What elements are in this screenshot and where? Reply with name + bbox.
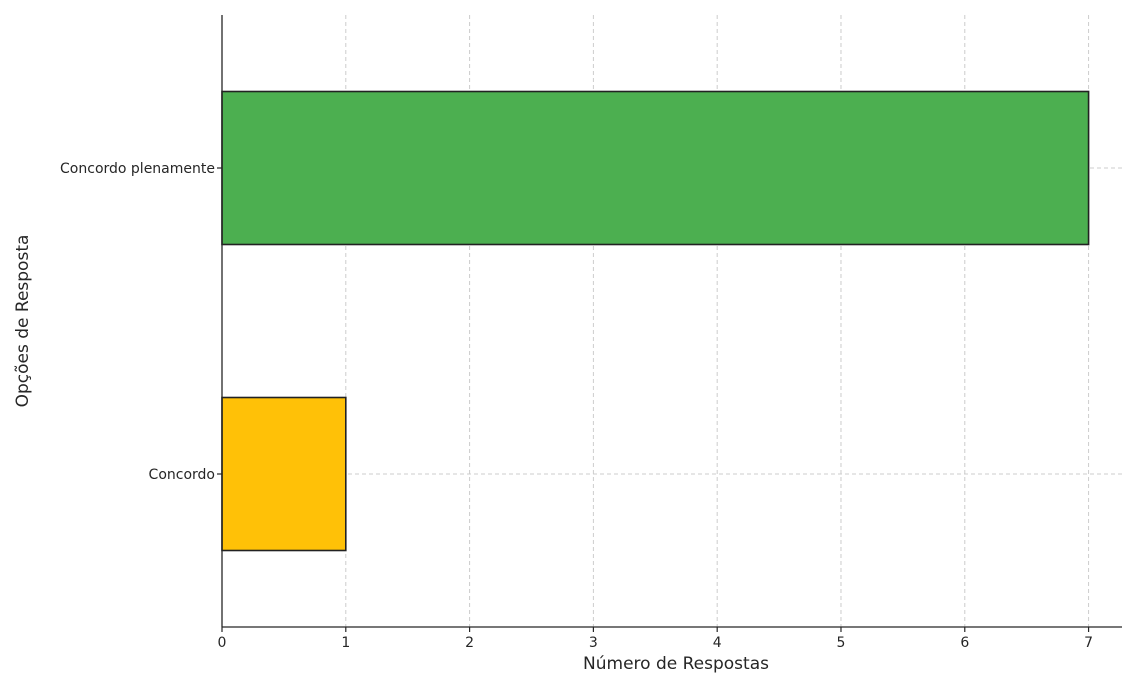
axes-layer bbox=[221, 15, 1122, 628]
y-tick-label: Concordo bbox=[149, 467, 215, 483]
bar-concordo-plenamente bbox=[221, 90, 1090, 246]
x-tick-label: 5 bbox=[837, 635, 846, 651]
bar-concordo bbox=[221, 396, 347, 552]
x-tick-label: 7 bbox=[1084, 635, 1093, 651]
x-tick-label: 1 bbox=[341, 635, 350, 651]
ticks-layer: 0 1 2 3 4 5 6 7 Concordo Concordo plenamente bbox=[60, 161, 1093, 651]
x-tick-label: 0 bbox=[218, 635, 227, 651]
bars-layer bbox=[221, 90, 1090, 552]
x-tick-label: 6 bbox=[960, 635, 969, 651]
x-axis-label: Número de Respostas bbox=[583, 654, 769, 674]
y-axis-label: Opções de Resposta bbox=[13, 235, 33, 408]
y-tick-label: Concordo plenamente bbox=[60, 161, 215, 177]
x-tick-label: 2 bbox=[465, 635, 474, 651]
x-tick-label: 4 bbox=[713, 635, 722, 651]
x-tick-label: 3 bbox=[589, 635, 598, 651]
